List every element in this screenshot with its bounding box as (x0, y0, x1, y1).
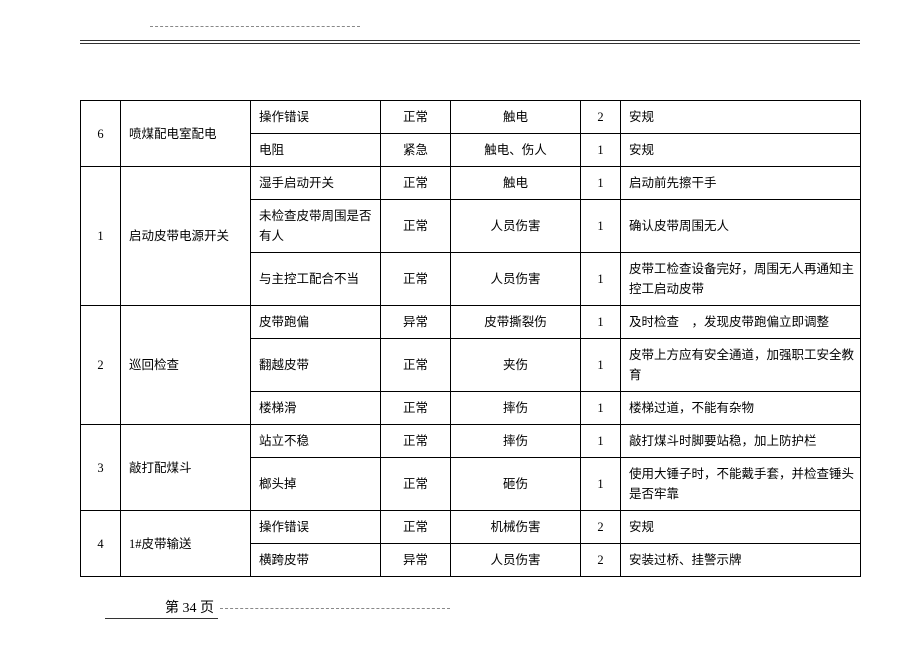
status-cell: 正常 (381, 339, 451, 392)
table-row: 1启动皮带电源开关湿手启动开关正常触电1启动前先擦干手 (81, 167, 861, 200)
table-row: 41#皮带输送操作错误正常机械伤害2安规 (81, 511, 861, 544)
measure-cell: 楼梯过道，不能有杂物 (621, 392, 861, 425)
status-cell: 正常 (381, 167, 451, 200)
header-rule-2 (80, 43, 860, 44)
measure-cell: 皮带工检查设备完好，周围无人再通知主控工启动皮带 (621, 253, 861, 306)
consequence-cell: 机械伤害 (451, 511, 581, 544)
status-cell: 正常 (381, 253, 451, 306)
detail-cell: 横跨皮带 (251, 544, 381, 577)
measure-cell: 敲打煤斗时脚要站稳，加上防护栏 (621, 425, 861, 458)
task-cell: 喷煤配电室配电 (121, 101, 251, 167)
detail-cell: 操作错误 (251, 511, 381, 544)
detail-cell: 楼梯滑 (251, 392, 381, 425)
consequence-cell: 夹伤 (451, 339, 581, 392)
measure-cell: 使用大锤子时，不能戴手套，并检查锤头是否牢靠 (621, 458, 861, 511)
consequence-cell: 皮带撕裂伤 (451, 306, 581, 339)
level-cell: 1 (581, 339, 621, 392)
measure-cell: 安规 (621, 511, 861, 544)
level-cell: 1 (581, 134, 621, 167)
detail-cell: 操作错误 (251, 101, 381, 134)
table-row: 3敲打配煤斗站立不稳正常摔伤1敲打煤斗时脚要站稳，加上防护栏 (81, 425, 861, 458)
consequence-cell: 砸伤 (451, 458, 581, 511)
detail-cell: 站立不稳 (251, 425, 381, 458)
level-cell: 1 (581, 392, 621, 425)
level-cell: 1 (581, 306, 621, 339)
measure-cell: 安规 (621, 101, 861, 134)
status-cell: 正常 (381, 200, 451, 253)
hazard-table: 6喷煤配电室配电操作错误正常触电2安规电阻紧急触电、伤人1安规1启动皮带电源开关… (80, 100, 861, 577)
seq-cell: 6 (81, 101, 121, 167)
measure-cell: 及时检查 ，发现皮带跑偏立即调整 (621, 306, 861, 339)
task-cell: 敲打配煤斗 (121, 425, 251, 511)
task-cell: 启动皮带电源开关 (121, 167, 251, 306)
seq-cell: 4 (81, 511, 121, 577)
detail-cell: 皮带跑偏 (251, 306, 381, 339)
measure-cell: 确认皮带周围无人 (621, 200, 861, 253)
measure-cell: 安规 (621, 134, 861, 167)
page-number: 34 (183, 601, 197, 616)
level-cell: 1 (581, 200, 621, 253)
level-cell: 2 (581, 544, 621, 577)
seq-cell: 3 (81, 425, 121, 511)
level-cell: 2 (581, 101, 621, 134)
status-cell: 正常 (381, 511, 451, 544)
level-cell: 2 (581, 511, 621, 544)
status-cell: 正常 (381, 458, 451, 511)
status-cell: 正常 (381, 425, 451, 458)
page-label-suffix: 页 (200, 601, 214, 616)
level-cell: 1 (581, 458, 621, 511)
detail-cell: 湿手启动开关 (251, 167, 381, 200)
header-rule-1 (80, 40, 860, 41)
consequence-cell: 摔伤 (451, 425, 581, 458)
level-cell: 1 (581, 253, 621, 306)
seq-cell: 1 (81, 167, 121, 306)
level-cell: 1 (581, 425, 621, 458)
status-cell: 正常 (381, 101, 451, 134)
consequence-cell: 人员伤害 (451, 253, 581, 306)
detail-cell: 榔头掉 (251, 458, 381, 511)
task-cell: 巡回检查 (121, 306, 251, 425)
level-cell: 1 (581, 167, 621, 200)
consequence-cell: 触电 (451, 101, 581, 134)
header-dashed-line (150, 26, 360, 27)
consequence-cell: 摔伤 (451, 392, 581, 425)
table-row: 2巡回检查皮带跑偏异常皮带撕裂伤1及时检查 ，发现皮带跑偏立即调整 (81, 306, 861, 339)
table-row: 6喷煤配电室配电操作错误正常触电2安规 (81, 101, 861, 134)
detail-cell: 电阻 (251, 134, 381, 167)
status-cell: 异常 (381, 306, 451, 339)
task-cell: 1#皮带输送 (121, 511, 251, 577)
detail-cell: 翻越皮带 (251, 339, 381, 392)
seq-cell: 2 (81, 306, 121, 425)
status-cell: 正常 (381, 392, 451, 425)
consequence-cell: 人员伤害 (451, 200, 581, 253)
status-cell: 紧急 (381, 134, 451, 167)
footer-dashed-line (220, 608, 450, 609)
measure-cell: 启动前先擦干手 (621, 167, 861, 200)
measure-cell: 皮带上方应有安全通道，加强职工安全教育 (621, 339, 861, 392)
detail-cell: 与主控工配合不当 (251, 253, 381, 306)
status-cell: 异常 (381, 544, 451, 577)
measure-cell: 安装过桥、挂警示牌 (621, 544, 861, 577)
consequence-cell: 触电 (451, 167, 581, 200)
consequence-cell: 触电、伤人 (451, 134, 581, 167)
page-label-prefix: 第 (165, 601, 179, 616)
consequence-cell: 人员伤害 (451, 544, 581, 577)
detail-cell: 未检查皮带周围是否有人 (251, 200, 381, 253)
page-footer: 第 34 页 (105, 597, 860, 619)
